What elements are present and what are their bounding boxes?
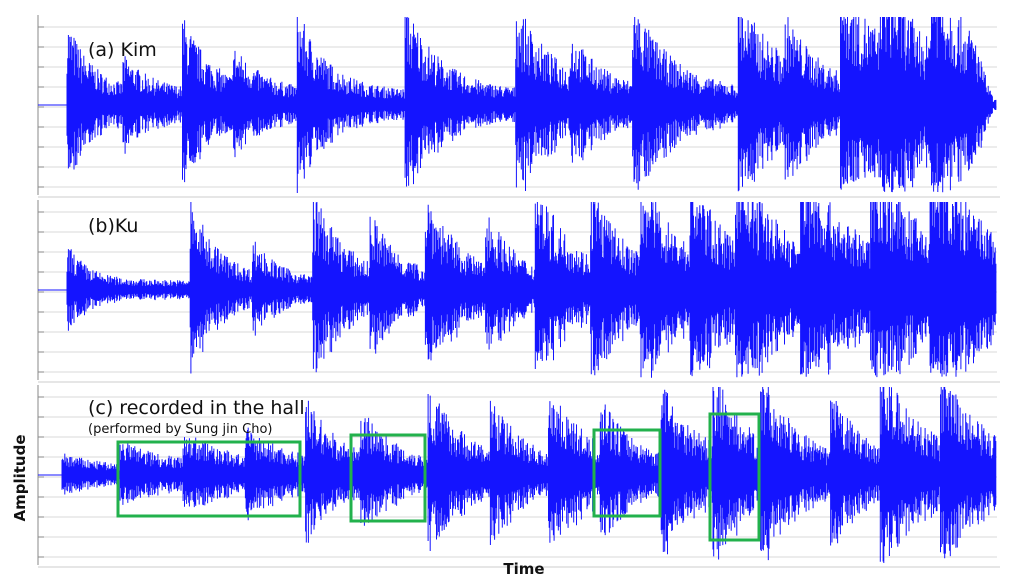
waveform-panel — [37, 385, 1000, 568]
waveform — [38, 17, 997, 193]
panel-label: (a) Kim — [88, 39, 157, 61]
y-axis-label: Amplitude — [11, 434, 29, 521]
highlight-box — [708, 412, 761, 542]
highlight-box — [116, 440, 302, 518]
highlight-box — [592, 428, 662, 518]
waveform-panel — [37, 15, 1000, 198]
waveform — [38, 202, 997, 378]
highlight-boxes — [116, 412, 761, 542]
panels — [37, 15, 1000, 568]
waveform — [38, 387, 997, 563]
panel-note: (performed by Sung jin Cho) — [88, 422, 273, 437]
panel-label: (c) recorded in the hall — [88, 397, 305, 419]
panel-label: (b)Ku — [88, 215, 138, 237]
highlight-box — [349, 433, 427, 523]
x-axis-label: Time — [503, 560, 544, 578]
waveform-panel — [37, 200, 1000, 383]
